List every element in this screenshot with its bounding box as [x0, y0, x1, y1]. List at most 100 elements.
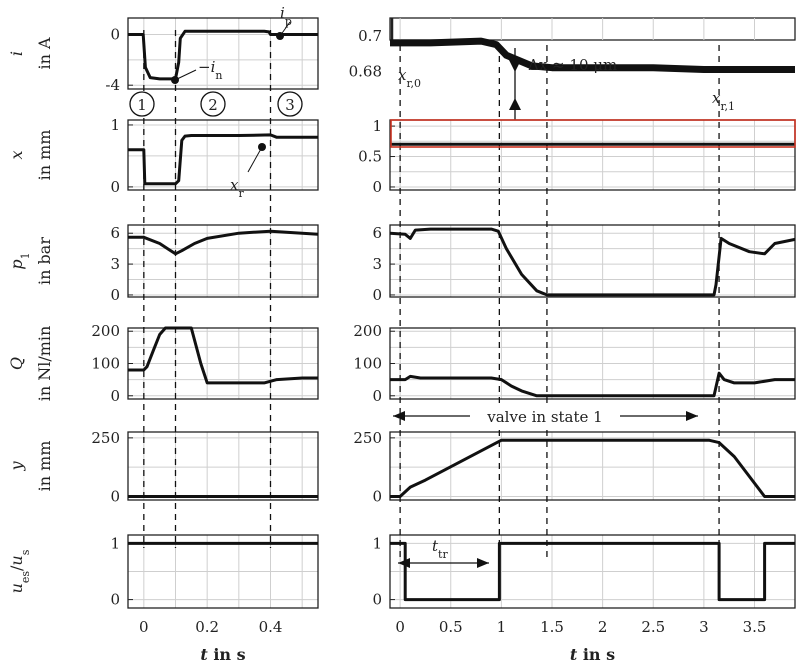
series-line: [390, 438, 795, 498]
y-axis-label: y in mm: [7, 441, 54, 492]
y-axis-unit: in A: [35, 37, 54, 70]
x-axis-label: t in s: [570, 645, 615, 664]
y-tick-label: 0: [372, 387, 382, 405]
panel-u_left: 1 0 0 0.2 0.4 t in s: [110, 534, 319, 664]
panel-bg: [390, 18, 795, 89]
annotation-x-r1: xr,1: [712, 89, 735, 113]
panel-i_left: 0 -4: [105, 17, 319, 94]
annotation-i-p: ip: [280, 4, 292, 28]
y-tick-label: 0: [372, 178, 382, 196]
y-tick-label: 0.5: [358, 148, 382, 166]
y-tick-label: 250: [353, 429, 382, 447]
y-tick-label: 0: [110, 286, 120, 304]
y-axis-symbol: x: [7, 150, 26, 159]
series-line: [390, 37, 795, 73]
y-tick-label: 0: [110, 387, 120, 405]
panel-frame: [127, 224, 319, 298]
x-axis-label: t in s: [200, 645, 245, 664]
series-line: [390, 541, 795, 602]
panel-x_right: 10.50: [358, 117, 796, 196]
arrow-head: [686, 411, 698, 421]
y-axis-unit: in mm: [35, 130, 54, 181]
panel-y_right: 250 0: [353, 429, 796, 505]
y-axis-symbol: y: [7, 461, 26, 472]
panel-i_zoom: 0.7 0.68: [349, 17, 796, 89]
panel-frame: [127, 119, 319, 191]
annotation-valve-state: valve in state 1: [486, 408, 602, 426]
y-tick-label: -4: [105, 76, 120, 94]
arrow-head: [509, 60, 521, 72]
panel-u_right: 1 00 0.5 1 1.5 2 2.5 3 3.5 t in s: [372, 534, 796, 664]
series-line: [128, 229, 319, 256]
y-tick-label: 0: [110, 25, 120, 43]
y-tick-label: 6: [110, 224, 120, 242]
y-axis-symbol: p1: [7, 252, 32, 269]
y-tick-label: 200: [353, 322, 382, 340]
y-tick-label: 1: [372, 117, 382, 135]
panel-x_left: 10: [110, 116, 319, 196]
leader-line: [174, 69, 197, 81]
y-tick-label: 1: [110, 116, 120, 134]
y-axis-symbol: i: [7, 51, 26, 56]
arrow-head: [509, 98, 521, 110]
phase-label: 3: [285, 96, 295, 114]
y-axis-symbol: Q: [7, 357, 26, 370]
arrow-head: [393, 411, 405, 421]
x-tick-label: 0: [139, 618, 149, 636]
y-tick-label: 0: [110, 178, 120, 196]
panel-bg: [390, 225, 795, 297]
y-tick-label: 3: [110, 255, 120, 273]
y-tick-label: 100: [91, 355, 120, 373]
series-line: [389, 227, 796, 297]
x-tick-label: 1: [497, 618, 507, 636]
y-tick-label: 0.68: [349, 62, 382, 80]
panel-y_left: 250 0: [91, 429, 319, 505]
series-line: [128, 133, 318, 186]
panel-p_left: 6 3 0: [110, 224, 319, 304]
y-axis-unit: in bar: [35, 237, 54, 285]
y-tick-label: 100: [353, 355, 382, 373]
y-axis-label: i in A: [7, 37, 54, 70]
x-tick-label: 1.5: [540, 618, 564, 636]
panel-frame: [389, 534, 796, 609]
panel-bg: [390, 432, 795, 500]
y-tick-label: 0: [110, 591, 120, 609]
arrow-head: [477, 558, 489, 568]
panel-bg: [128, 432, 318, 500]
leader-line: [279, 21, 291, 37]
y-tick-label: 3: [372, 255, 382, 273]
panel-bg: [128, 120, 318, 190]
series-line: [128, 326, 318, 385]
phase-label: 1: [137, 96, 147, 114]
y-tick-label: 0: [110, 487, 120, 505]
phase-label: 2: [208, 96, 218, 114]
x-tick-label: 3: [699, 618, 709, 636]
y-axis-symbol: ues/us: [7, 549, 32, 593]
phase-circle: [277, 91, 303, 117]
y-axis-unit: in mm: [35, 441, 54, 492]
y-tick-label: 0: [372, 286, 382, 304]
y-tick-label: 1: [372, 534, 382, 552]
annotation-delta-x: Δx ≈ 10 μm: [528, 56, 617, 74]
series-line: [128, 29, 318, 81]
panel-bg: [390, 120, 795, 190]
annotation-t-tr: ttr: [432, 537, 448, 561]
strip-frame: [389, 17, 796, 41]
zoom-highlight: [390, 119, 796, 148]
x-tick-label: 3.5: [743, 618, 767, 636]
annotation-i-n: −in: [198, 58, 222, 82]
y-tick-label: 1: [110, 534, 120, 552]
x-tick-label: 0.2: [195, 618, 219, 636]
y-tick-label: 0: [372, 487, 382, 505]
panel-frame: [127, 534, 319, 609]
x-tick-label: 0.4: [259, 618, 283, 636]
arrow-head: [398, 558, 410, 568]
annotation-x-r0: xr,0: [398, 66, 421, 90]
panel-frame: [389, 431, 796, 501]
series-line: [390, 371, 795, 398]
y-tick-label: 6: [372, 224, 382, 242]
panel-p_right: 6 3 0: [372, 224, 796, 304]
y-axis-label: ues/us: [7, 549, 32, 593]
phase-circle: [200, 91, 226, 117]
